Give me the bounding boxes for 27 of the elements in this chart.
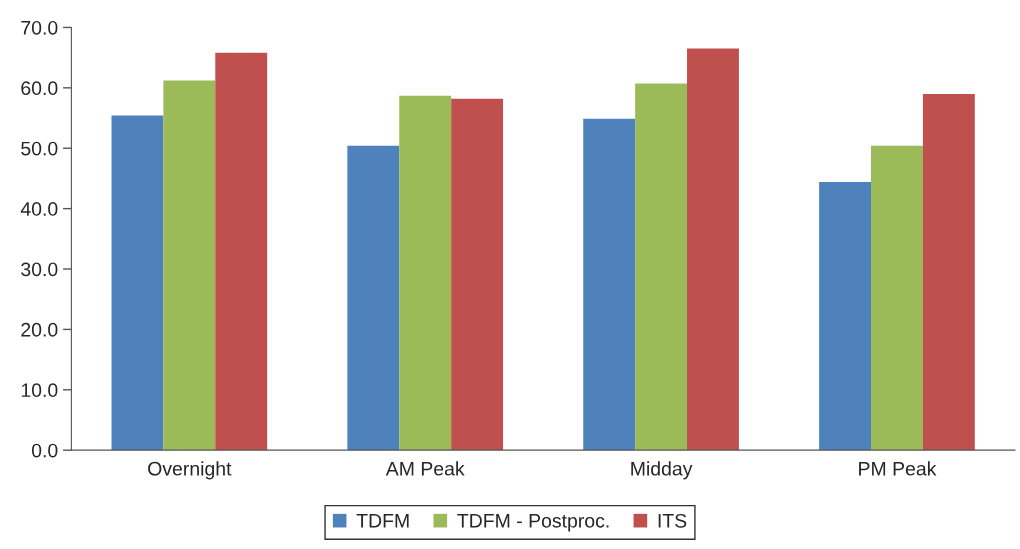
y-tick-label: 20.0 <box>21 322 58 337</box>
bar <box>111 115 164 451</box>
bar <box>635 83 688 451</box>
legend-label: TDFM <box>356 514 409 528</box>
bar <box>347 145 400 451</box>
x-tick-label: Overnight <box>148 461 232 480</box>
y-tick-label: 0.0 <box>31 443 58 458</box>
bar <box>451 98 504 451</box>
x-tick-label: AM Peak <box>385 461 465 476</box>
y-tick-label: 70.0 <box>21 20 58 35</box>
x-tick-label: PM Peak <box>859 461 937 476</box>
legend-label: ITS <box>658 513 687 528</box>
bar <box>871 145 923 451</box>
bar <box>687 48 739 451</box>
bar <box>922 93 975 451</box>
bar <box>583 118 636 451</box>
bar <box>399 95 452 451</box>
bar <box>163 80 216 451</box>
legend-label: TDFM - Postproc. <box>457 514 609 532</box>
y-tick-label: 40.0 <box>20 202 58 216</box>
bar <box>819 182 872 451</box>
y-tick-label: 10.0 <box>21 383 58 398</box>
bar <box>215 52 268 451</box>
y-tick-label: 30.0 <box>21 262 58 277</box>
y-tick-label: 50.0 <box>21 141 58 156</box>
x-tick-label: Midday <box>631 461 693 480</box>
y-tick-label: 60.0 <box>21 81 58 96</box>
